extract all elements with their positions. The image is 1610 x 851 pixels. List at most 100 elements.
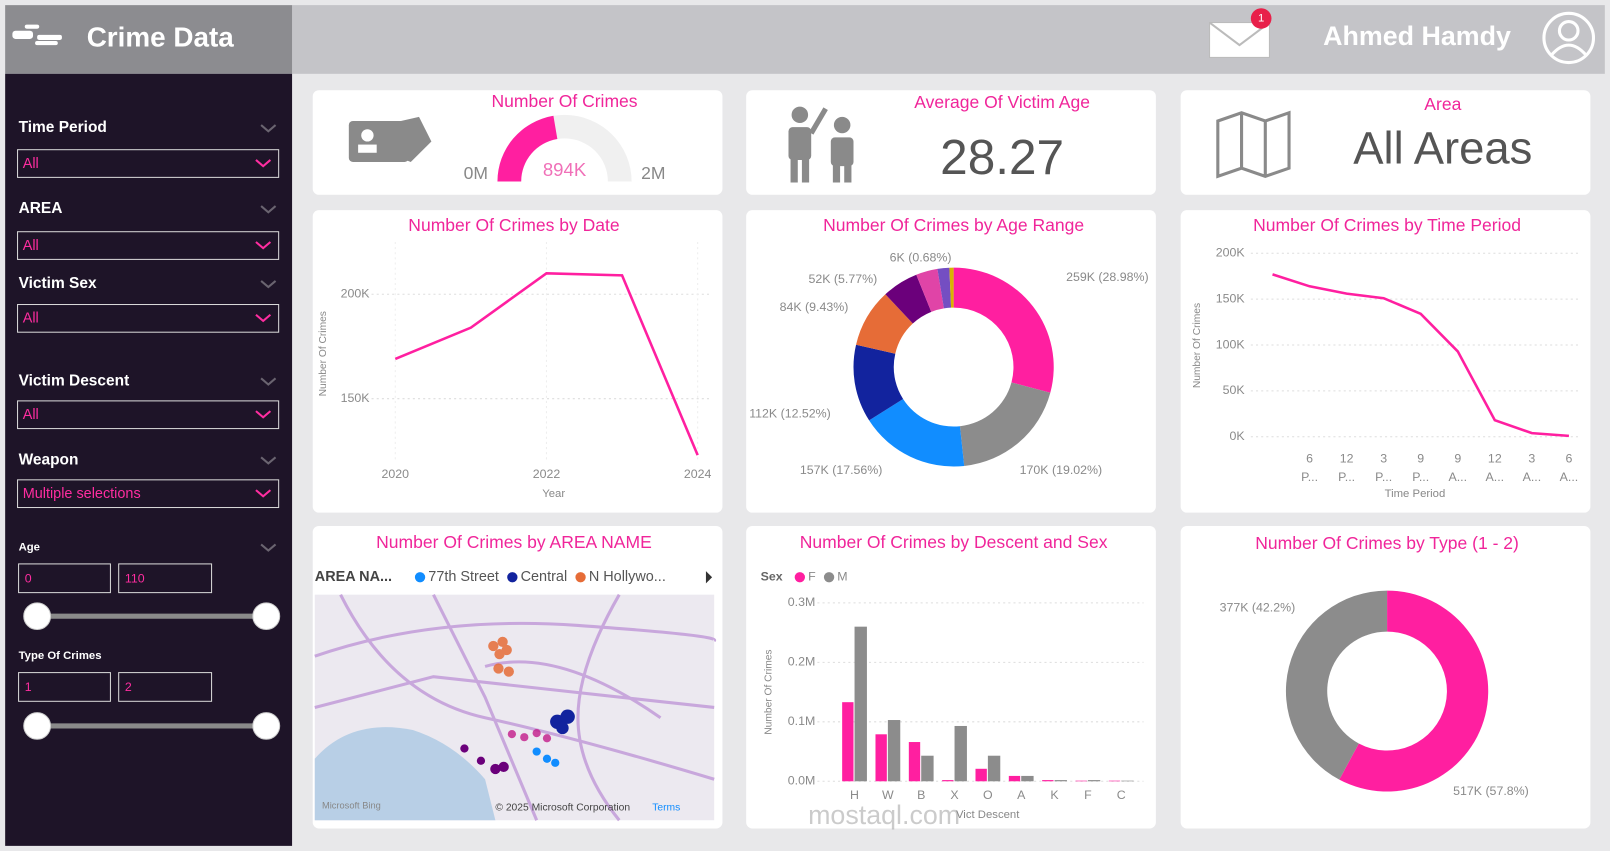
x-tick-label: A...	[1448, 470, 1467, 484]
dropdown[interactable]	[17, 479, 280, 509]
gauge-tick-label: 2M	[641, 163, 665, 183]
dropdown-value: All	[23, 156, 39, 172]
range-input[interactable]	[18, 672, 111, 702]
map-icon	[1216, 110, 1291, 179]
gauge-value	[497, 115, 558, 182]
x-tick-label: 6	[1306, 452, 1313, 466]
slider-handle[interactable]	[23, 602, 52, 631]
filter-collapse[interactable]	[260, 124, 277, 133]
dropdown-arrow[interactable]	[255, 313, 272, 323]
dropdown-arrow[interactable]	[255, 241, 272, 250]
filter-label: Victim Descent	[19, 373, 130, 390]
chart-title: Number Of Crimes by Type (1 - 2)	[1255, 533, 1519, 553]
bar	[1008, 775, 1021, 782]
map[interactable]	[314, 593, 717, 822]
range-input[interactable]	[118, 563, 213, 594]
donut-slice	[953, 267, 1054, 393]
filter-label: AREA	[19, 200, 63, 217]
x-tick-label: F	[1084, 788, 1092, 802]
app-title: Crime Data	[87, 21, 235, 52]
x-tick-label: A...	[1523, 470, 1542, 484]
range-input[interactable]	[18, 563, 111, 594]
bar	[842, 702, 854, 782]
kpi-value: 28.27	[940, 130, 1064, 185]
donut-slice	[869, 398, 965, 467]
dropdown[interactable]	[17, 231, 280, 260]
x-tick-label: 3	[1380, 452, 1387, 466]
x-tick-label: 2024	[684, 467, 712, 481]
y-tick-label: 0K	[1230, 429, 1246, 443]
dropdown-arrow[interactable]	[255, 159, 272, 168]
bar	[854, 626, 867, 782]
x-tick-label: W	[882, 788, 894, 802]
dropdown-value: All	[23, 407, 39, 423]
y-tick-label: 0.0M	[788, 774, 816, 788]
dropdown[interactable]	[17, 149, 280, 178]
bar	[1121, 780, 1134, 782]
dropdown[interactable]	[17, 304, 280, 333]
bar	[942, 780, 954, 782]
filter-collapse[interactable]	[260, 280, 277, 289]
legend-dot	[414, 572, 426, 583]
filter-collapse[interactable]	[260, 456, 277, 465]
x-axis-label: Year	[542, 488, 565, 500]
y-tick-label: 150K	[341, 391, 371, 405]
map-credit[interactable]: Terms	[652, 803, 680, 814]
avatar[interactable]	[1542, 11, 1596, 65]
y-tick-label: 100K	[1216, 337, 1246, 351]
donut-slice	[1339, 590, 1489, 792]
gauge-tick-label: 0M	[464, 163, 488, 183]
x-axis-label: Time Period	[1385, 488, 1446, 500]
legend-next[interactable]	[705, 571, 713, 584]
sidebar	[5, 73, 293, 846]
kpi-title: Area	[1424, 94, 1461, 114]
data-label: 517K (57.8%)	[1453, 784, 1529, 798]
data-label: 52K (5.77%)	[808, 272, 877, 286]
range-label: Type Of Crimes	[19, 650, 102, 662]
gauge-label: 894K	[543, 159, 587, 180]
x-tick-label: P...	[1338, 470, 1355, 484]
data-label: 6K (0.68%)	[890, 251, 952, 265]
legend-label: M	[837, 570, 847, 584]
bar	[887, 720, 901, 782]
dropdown-arrow[interactable]	[255, 489, 272, 498]
x-tick-label: 2020	[382, 467, 410, 481]
range-collapse[interactable]	[260, 543, 277, 552]
range-input[interactable]	[118, 672, 213, 702]
id-card-icon	[348, 116, 432, 162]
filter-collapse[interactable]	[260, 377, 277, 386]
filter-collapse[interactable]	[260, 205, 277, 214]
data-label: 84K (9.43%)	[780, 300, 849, 314]
user-name: Ahmed Hamdy	[1323, 21, 1511, 51]
slider-handle[interactable]	[252, 712, 281, 740]
y-axis-label: Number Of Crimes	[1192, 303, 1203, 388]
data-label: 157K (17.56%)	[800, 463, 883, 477]
slider-handle[interactable]	[252, 602, 281, 631]
x-axis-label: Vict Descent	[956, 809, 1020, 821]
y-tick-label: 200K	[341, 287, 371, 301]
watermark: mostaql.com	[808, 800, 960, 830]
chart-title: Number Of Crimes by Age Range	[823, 215, 1084, 235]
notification-badge: 1	[1258, 12, 1264, 24]
range-min: 0	[25, 572, 32, 586]
bar	[1021, 775, 1034, 782]
logo-icon	[12, 24, 62, 46]
x-tick-label: K	[1050, 788, 1059, 802]
bar	[1075, 780, 1087, 782]
slider-handle[interactable]	[23, 712, 52, 740]
bar	[1042, 780, 1054, 782]
bar	[921, 755, 934, 782]
mail-icon[interactable]	[1208, 8, 1272, 58]
dropdown-arrow[interactable]	[255, 410, 272, 419]
bar	[1087, 780, 1101, 782]
dropdown[interactable]	[17, 400, 280, 430]
y-tick-label: 200K	[1216, 246, 1246, 260]
donut-slice	[885, 274, 932, 324]
legend-label: 77th Street	[428, 569, 499, 585]
x-tick-label: 6	[1565, 452, 1572, 466]
x-tick-label: 12	[1488, 452, 1502, 466]
x-tick-label: 9	[1417, 452, 1424, 466]
x-tick-label: C	[1117, 788, 1126, 802]
filter-label: Victim Sex	[19, 275, 97, 292]
